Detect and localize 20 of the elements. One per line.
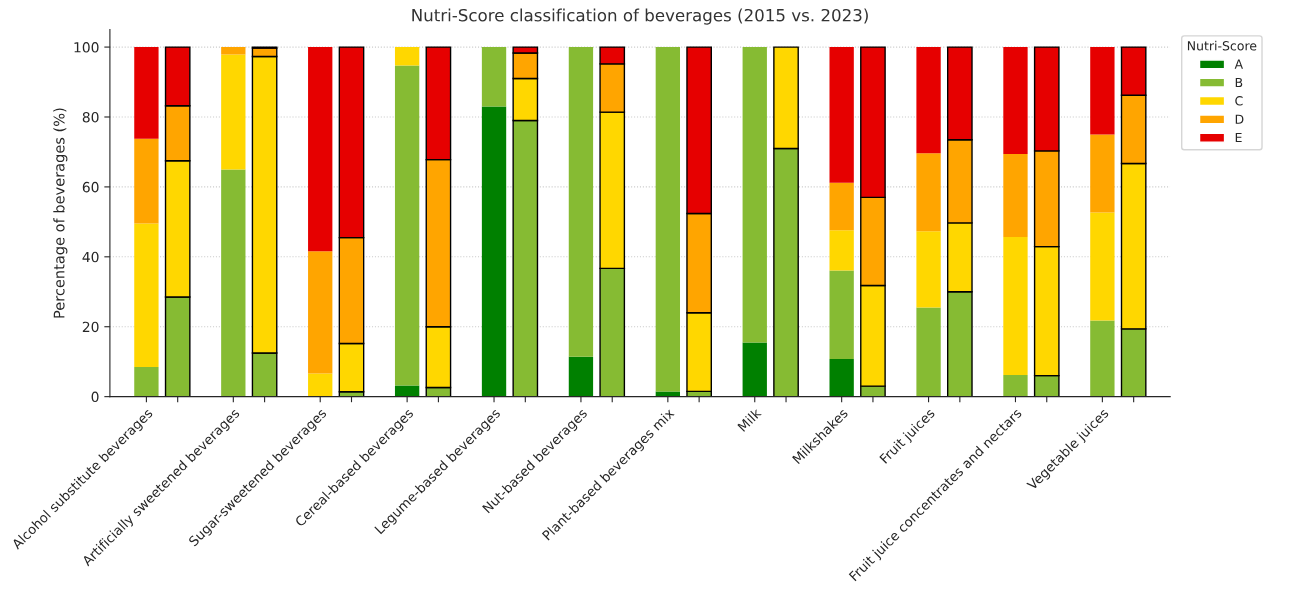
bar bbox=[829, 358, 854, 397]
bar bbox=[655, 391, 681, 397]
y-tick-label: 40 bbox=[82, 251, 99, 263]
y-tick-label: 60 bbox=[82, 181, 99, 193]
bar bbox=[481, 106, 507, 397]
chart-title: Nutri-Score classification of beverages (2015 vs. 2023) bbox=[412, 8, 868, 25]
y-tick-label: 80 bbox=[82, 111, 99, 123]
y-tick-label: 20 bbox=[82, 321, 99, 333]
legend-label: D bbox=[1235, 114, 1244, 124]
legend-label: C bbox=[1235, 96, 1243, 106]
y-tick-label: 100 bbox=[74, 42, 99, 53]
legend-label: E bbox=[1235, 132, 1242, 143]
legend-label: B bbox=[1235, 77, 1243, 88]
y-tick-label: 0 bbox=[91, 391, 99, 403]
y-axis-title: Percentage of beverages (%) bbox=[53, 108, 68, 318]
bar bbox=[394, 385, 420, 397]
bar bbox=[568, 356, 594, 397]
legend-title: Nutri-Score bbox=[1187, 40, 1257, 51]
bar bbox=[742, 342, 767, 397]
legend-label: A bbox=[1234, 59, 1243, 69]
